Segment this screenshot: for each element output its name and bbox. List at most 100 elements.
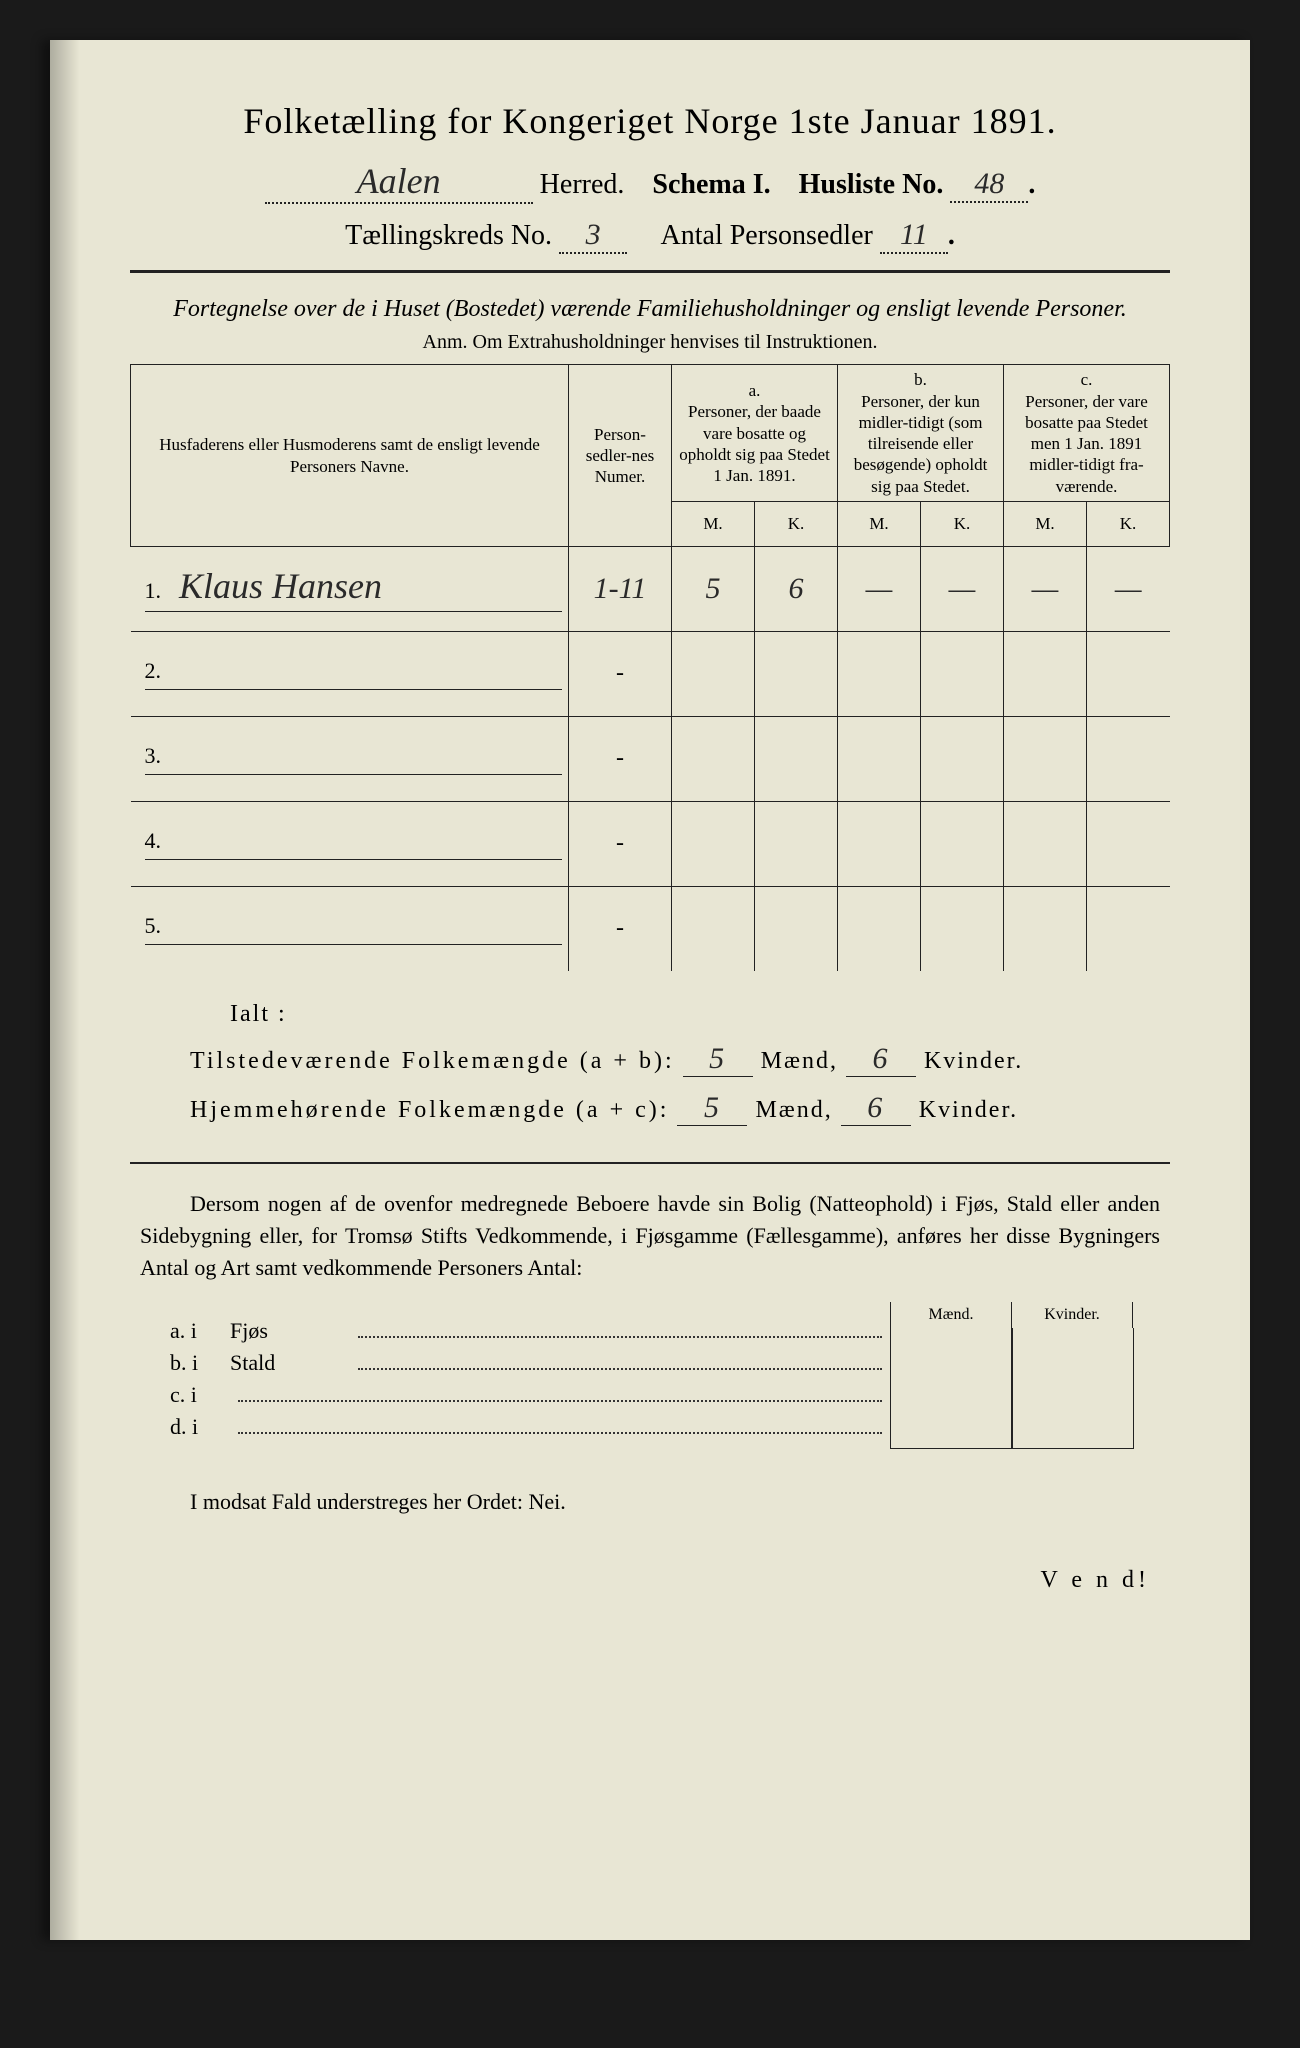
mk-cell [890,1358,1012,1388]
b-k: K. [921,501,1004,546]
buildings-section: a. i Fjøs b. i Stald c. i d. i Mænd. K [130,1302,1170,1456]
ialt-label: Ialt : [230,1001,1170,1028]
kvinder-head: Kvinder. [1011,1302,1133,1328]
col-a-desc: Personer, der baade vare bosatte og opho… [678,401,831,486]
row-num: 1. [145,578,162,604]
totals1-m: 5 [683,1042,753,1077]
val-cM: — [1032,572,1059,605]
binding-shadow [50,40,80,1940]
kreds-value: 3 [559,218,627,254]
col-c-head: c. Personer, der vare bosatte paa Stedet… [1004,365,1170,502]
totals1-label: Tilstedeværende Folkemængde (a + b): [190,1048,675,1074]
col-b-label: b. [844,369,997,390]
husliste-label: Husliste No. [799,169,944,200]
val-bM: — [866,572,893,605]
table-row: 4. - [131,801,1170,886]
table-row: 5. - [131,886,1170,971]
c-m: M. [1004,501,1087,546]
census-form-page: Folketælling for Kongeriget Norge 1ste J… [50,40,1250,1940]
totals2-m: 5 [677,1091,747,1126]
schema-label: Schema I. [652,169,770,200]
a-m: M. [672,501,755,546]
kvinder-label: Kvinder. [919,1097,1018,1123]
sedler: - [569,801,672,886]
col-a-head: a. Personer, der baade vare bosatte og o… [672,365,838,502]
antal-value: 11 [880,218,948,254]
row-num: 2. [145,658,162,684]
maend-label: Mænd, [761,1048,838,1074]
b-label: b. i [170,1350,230,1376]
building-row: c. i [170,1382,890,1408]
main-title: Folketælling for Kongeriget Norge 1ste J… [130,100,1170,142]
col-sedler: Person-sedler-nes Numer. [569,365,672,547]
herred-label: Herred. [540,169,625,200]
anm-text: Anm. Om Extrahusholdninger henvises til … [130,331,1170,354]
mk-cell [890,1328,1012,1358]
buildings-para: Dersom nogen af de ovenfor medregnede Be… [140,1188,1160,1284]
dots [358,1367,882,1370]
a-k: K. [755,501,838,546]
kreds-label: Tællingskreds No. [345,220,552,251]
husliste-value: 48 [950,167,1028,203]
mk-cell [1012,1418,1134,1449]
b-type: Stald [230,1350,350,1376]
maend-label: Mænd, [755,1097,832,1123]
buildings-list: a. i Fjøs b. i Stald c. i d. i [170,1312,890,1446]
totals2-k: 6 [841,1091,911,1126]
val-aM: 5 [706,572,721,605]
col-a-label: a. [678,380,831,401]
row-num: 5. [145,913,162,939]
nei-line: I modsat Fald understreges her Ordet: Ne… [140,1486,1160,1518]
col-c-label: c. [1010,369,1163,390]
table-row: 2. - [131,631,1170,716]
census-table: Husfaderens eller Husmoderens samt de en… [130,364,1170,971]
sedler: - [569,716,672,801]
sedler: - [569,631,672,716]
dots [238,1399,882,1402]
totals-line-2: Hjemmehørende Folkemængde (a + c): 5 Mæn… [190,1091,1170,1126]
table-row: 3. - [131,716,1170,801]
row-num: 4. [145,828,162,854]
c-k: K. [1087,501,1170,546]
col-names: Husfaderens eller Husmoderens samt de en… [131,365,569,547]
totals-block: Ialt : Tilstedeværende Folkemængde (a + … [190,1001,1170,1126]
mk-cell [1012,1358,1134,1388]
val-cK: — [1115,572,1142,605]
dots [238,1431,882,1434]
mk-cell [1012,1328,1134,1358]
b-m: M. [838,501,921,546]
kvinder-label: Kvinder. [924,1048,1023,1074]
col-c-desc: Personer, der vare bosatte paa Stedet me… [1010,391,1163,497]
person-name: Klaus Hansen [179,566,382,606]
divider [130,1162,1170,1164]
col-b-desc: Personer, der kun midler-tidigt (som til… [844,391,997,497]
mk-cell [890,1418,1012,1449]
sedler: 1-11 [594,572,647,605]
maend-head: Mænd. [890,1302,1011,1328]
row-num: 3. [145,743,162,769]
antal-label: Antal Personsedler [661,220,873,251]
divider [130,270,1170,273]
building-row: b. i Stald [170,1350,890,1376]
totals2-label: Hjemmehørende Folkemængde (a + c): [190,1097,669,1123]
intro-text: Fortegnelse over de i Huset (Bostedet) v… [130,293,1170,325]
b-label: d. i [170,1414,230,1440]
kreds-row: Tællingskreds No. 3 Antal Personsedler 1… [130,218,1170,254]
col-b-head: b. Personer, der kun midler-tidigt (som … [838,365,1004,502]
sedler: - [569,886,672,971]
herred-value: Aalen [265,160,533,204]
dots [358,1335,882,1338]
b-label: c. i [170,1382,230,1408]
herred-row: Aalen Herred. Schema I. Husliste No. 48. [130,160,1170,204]
table-row: 1. Klaus Hansen 1-11 5 6 — — — — [131,546,1170,631]
table-body: 1. Klaus Hansen 1-11 5 6 — — — — 2. - 3.… [131,546,1170,971]
val-aK: 6 [789,572,804,605]
building-row: d. i [170,1414,890,1440]
mk-columns: Mænd. Kvinder. [890,1302,1170,1456]
mk-cell [890,1388,1012,1418]
val-bK: — [949,572,976,605]
b-label: a. i [170,1318,230,1344]
totals-line-1: Tilstedeværende Folkemængde (a + b): 5 M… [190,1042,1170,1077]
totals1-k: 6 [846,1042,916,1077]
building-row: a. i Fjøs [170,1318,890,1344]
